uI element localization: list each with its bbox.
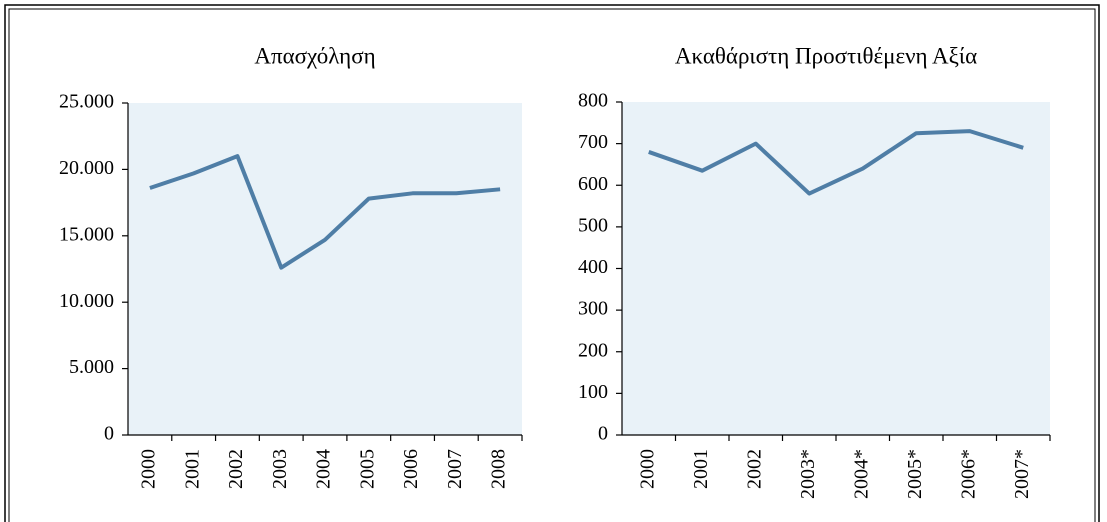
x-tick-label: 2004 xyxy=(313,449,335,489)
x-tick-label: 2003 xyxy=(269,449,291,489)
x-tick-label: 2001 xyxy=(181,449,203,489)
x-tick-label: 2006* xyxy=(957,449,979,499)
chart-title: Ακαθάριστη Προστιθέμενη Αξία xyxy=(675,43,977,68)
x-tick-label: 2008 xyxy=(488,449,510,489)
plot-area xyxy=(622,102,1050,435)
x-tick-label: 2005 xyxy=(356,449,378,489)
y-tick-label: 25.000 xyxy=(59,91,114,113)
y-tick-label: 15.000 xyxy=(59,223,114,245)
y-tick-label: 10.000 xyxy=(59,290,114,312)
y-tick-label: 800 xyxy=(578,90,608,112)
x-tick-label: 2001 xyxy=(690,449,712,489)
y-tick-label: 20.000 xyxy=(59,157,114,179)
y-tick-label: 400 xyxy=(578,256,608,278)
y-tick-label: 5.000 xyxy=(69,356,114,378)
x-tick-label: 2003* xyxy=(797,449,819,499)
x-tick-label: 2002 xyxy=(225,449,247,489)
x-tick-label: 2000 xyxy=(636,449,658,489)
x-tick-label: 2006 xyxy=(400,449,422,489)
y-tick-label: 600 xyxy=(578,173,608,195)
y-tick-label: 200 xyxy=(578,339,608,361)
x-tick-label: 2007 xyxy=(444,449,466,489)
x-tick-label: 2002 xyxy=(743,449,765,489)
y-tick-label: 0 xyxy=(598,423,608,445)
plot-area xyxy=(128,103,522,435)
x-tick-label: 2004* xyxy=(850,449,872,499)
series-line xyxy=(648,129,1024,196)
x-tick-label: 2005* xyxy=(904,449,926,499)
inner-frame xyxy=(8,8,1096,522)
chart-title: Απασχόληση xyxy=(254,43,375,68)
x-tick-label: 2007* xyxy=(1011,449,1033,499)
y-tick-label: 300 xyxy=(578,298,608,320)
y-tick-label: 500 xyxy=(578,214,608,236)
x-tick-label: 2000 xyxy=(137,449,159,489)
y-tick-label: 100 xyxy=(578,381,608,403)
y-tick-label: 700 xyxy=(578,131,608,153)
y-tick-label: 0 xyxy=(104,423,114,445)
series-line xyxy=(149,154,501,270)
outer-frame xyxy=(4,4,1100,522)
